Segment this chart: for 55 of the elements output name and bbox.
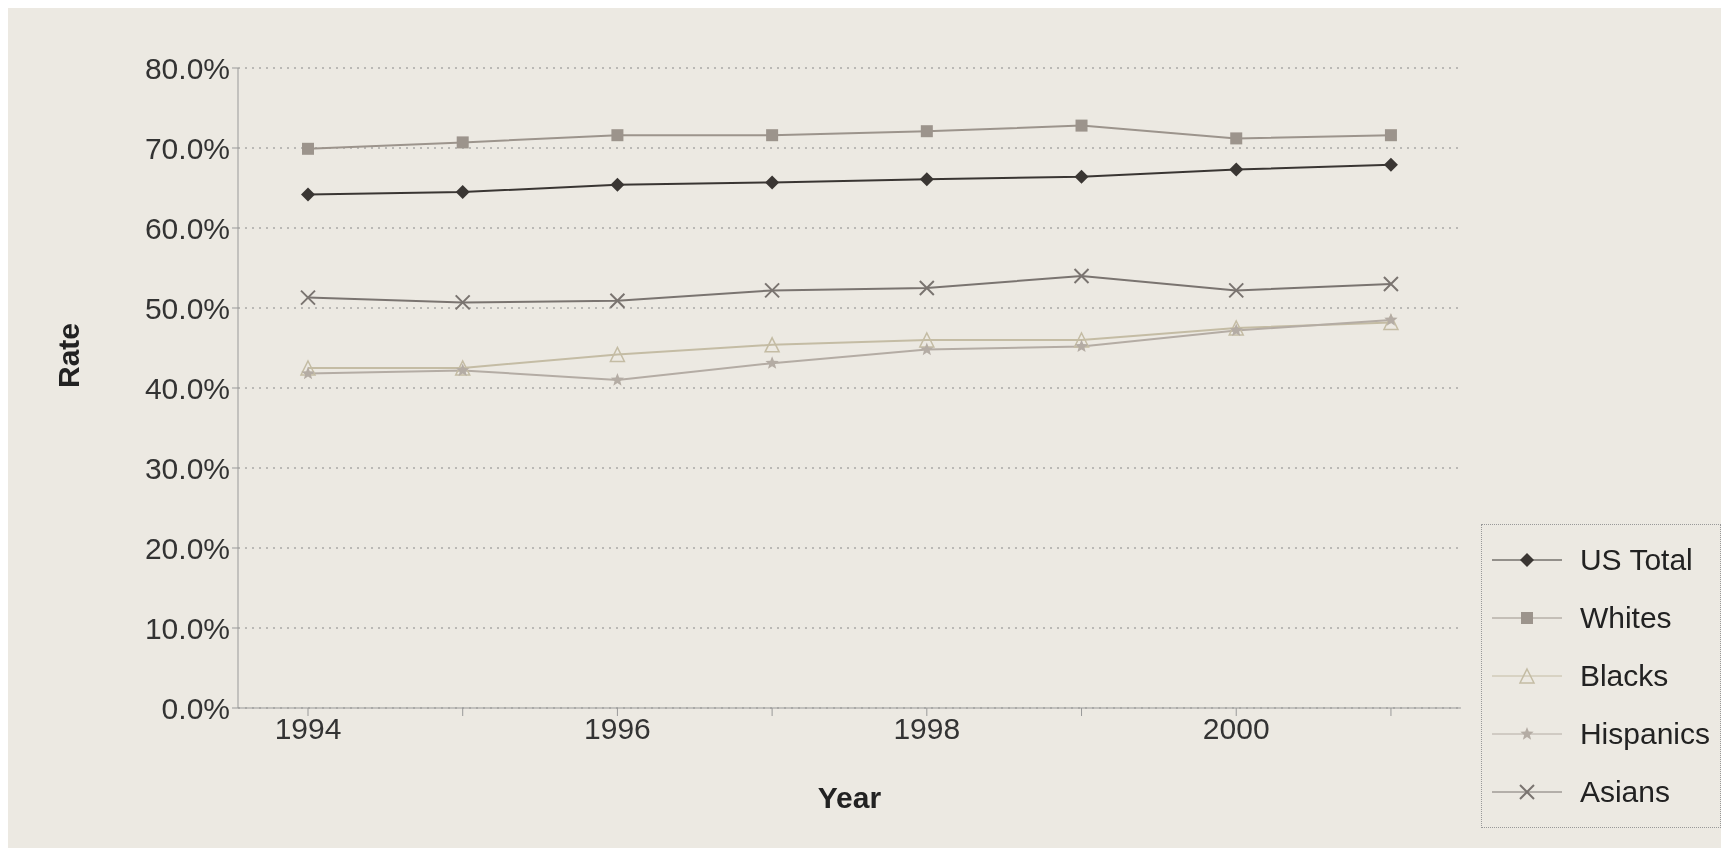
y-tick-label: 20.0%: [144, 531, 230, 565]
y-tick-label: 40.0%: [144, 371, 230, 405]
y-tick-label: 0.0%: [161, 691, 230, 725]
y-tick-label: 60.0%: [144, 211, 230, 245]
point: [610, 177, 625, 192]
point: [610, 373, 625, 386]
legend-label: Blacks: [1579, 659, 1669, 693]
point: [764, 337, 780, 353]
point: [764, 282, 781, 299]
point: [456, 136, 469, 149]
point: [455, 185, 470, 199]
point: [1230, 132, 1243, 145]
point: [1229, 162, 1244, 177]
legend-label: Asians: [1579, 775, 1670, 809]
point: [765, 175, 780, 190]
legend-label: US Total: [1579, 543, 1693, 577]
legend-label: Whites: [1579, 601, 1672, 635]
point: [1074, 169, 1089, 184]
point: [1384, 313, 1398, 326]
legend-label: Hispanics: [1579, 717, 1710, 751]
y-tick-label: 80.0%: [144, 51, 230, 85]
point: [766, 129, 779, 142]
x-tick-label: 1994: [274, 712, 342, 746]
x-tick-label: 1998: [893, 712, 961, 746]
point: [765, 356, 779, 369]
point: [454, 294, 471, 311]
point: [920, 342, 934, 356]
y-tick-label: 70.0%: [144, 131, 230, 165]
point: [1073, 268, 1090, 284]
point: [919, 332, 935, 348]
point: [918, 280, 935, 296]
point: [301, 187, 315, 202]
point: [609, 292, 626, 309]
point: [1073, 332, 1090, 348]
y-tick-label: 10.0%: [144, 611, 230, 645]
y-tick-label: 30.0%: [144, 451, 230, 485]
point: [1382, 276, 1399, 292]
point: [301, 366, 315, 380]
point: [1075, 119, 1088, 132]
x-tick-label: 2000: [1202, 712, 1270, 746]
point: [300, 360, 316, 376]
y-axis-title: Rate: [51, 322, 85, 388]
point: [609, 346, 626, 363]
point: [300, 289, 316, 306]
x-axis-title: Year: [817, 781, 882, 814]
point: [920, 125, 933, 138]
y-tick-label: 50.0%: [144, 291, 230, 325]
point: [1384, 129, 1397, 142]
point: [611, 129, 624, 142]
point: [1228, 282, 1245, 299]
point: [1383, 157, 1398, 172]
point: [919, 172, 934, 187]
point: [302, 142, 314, 155]
x-tick-label: 1996: [584, 712, 651, 746]
point: [1074, 339, 1089, 353]
